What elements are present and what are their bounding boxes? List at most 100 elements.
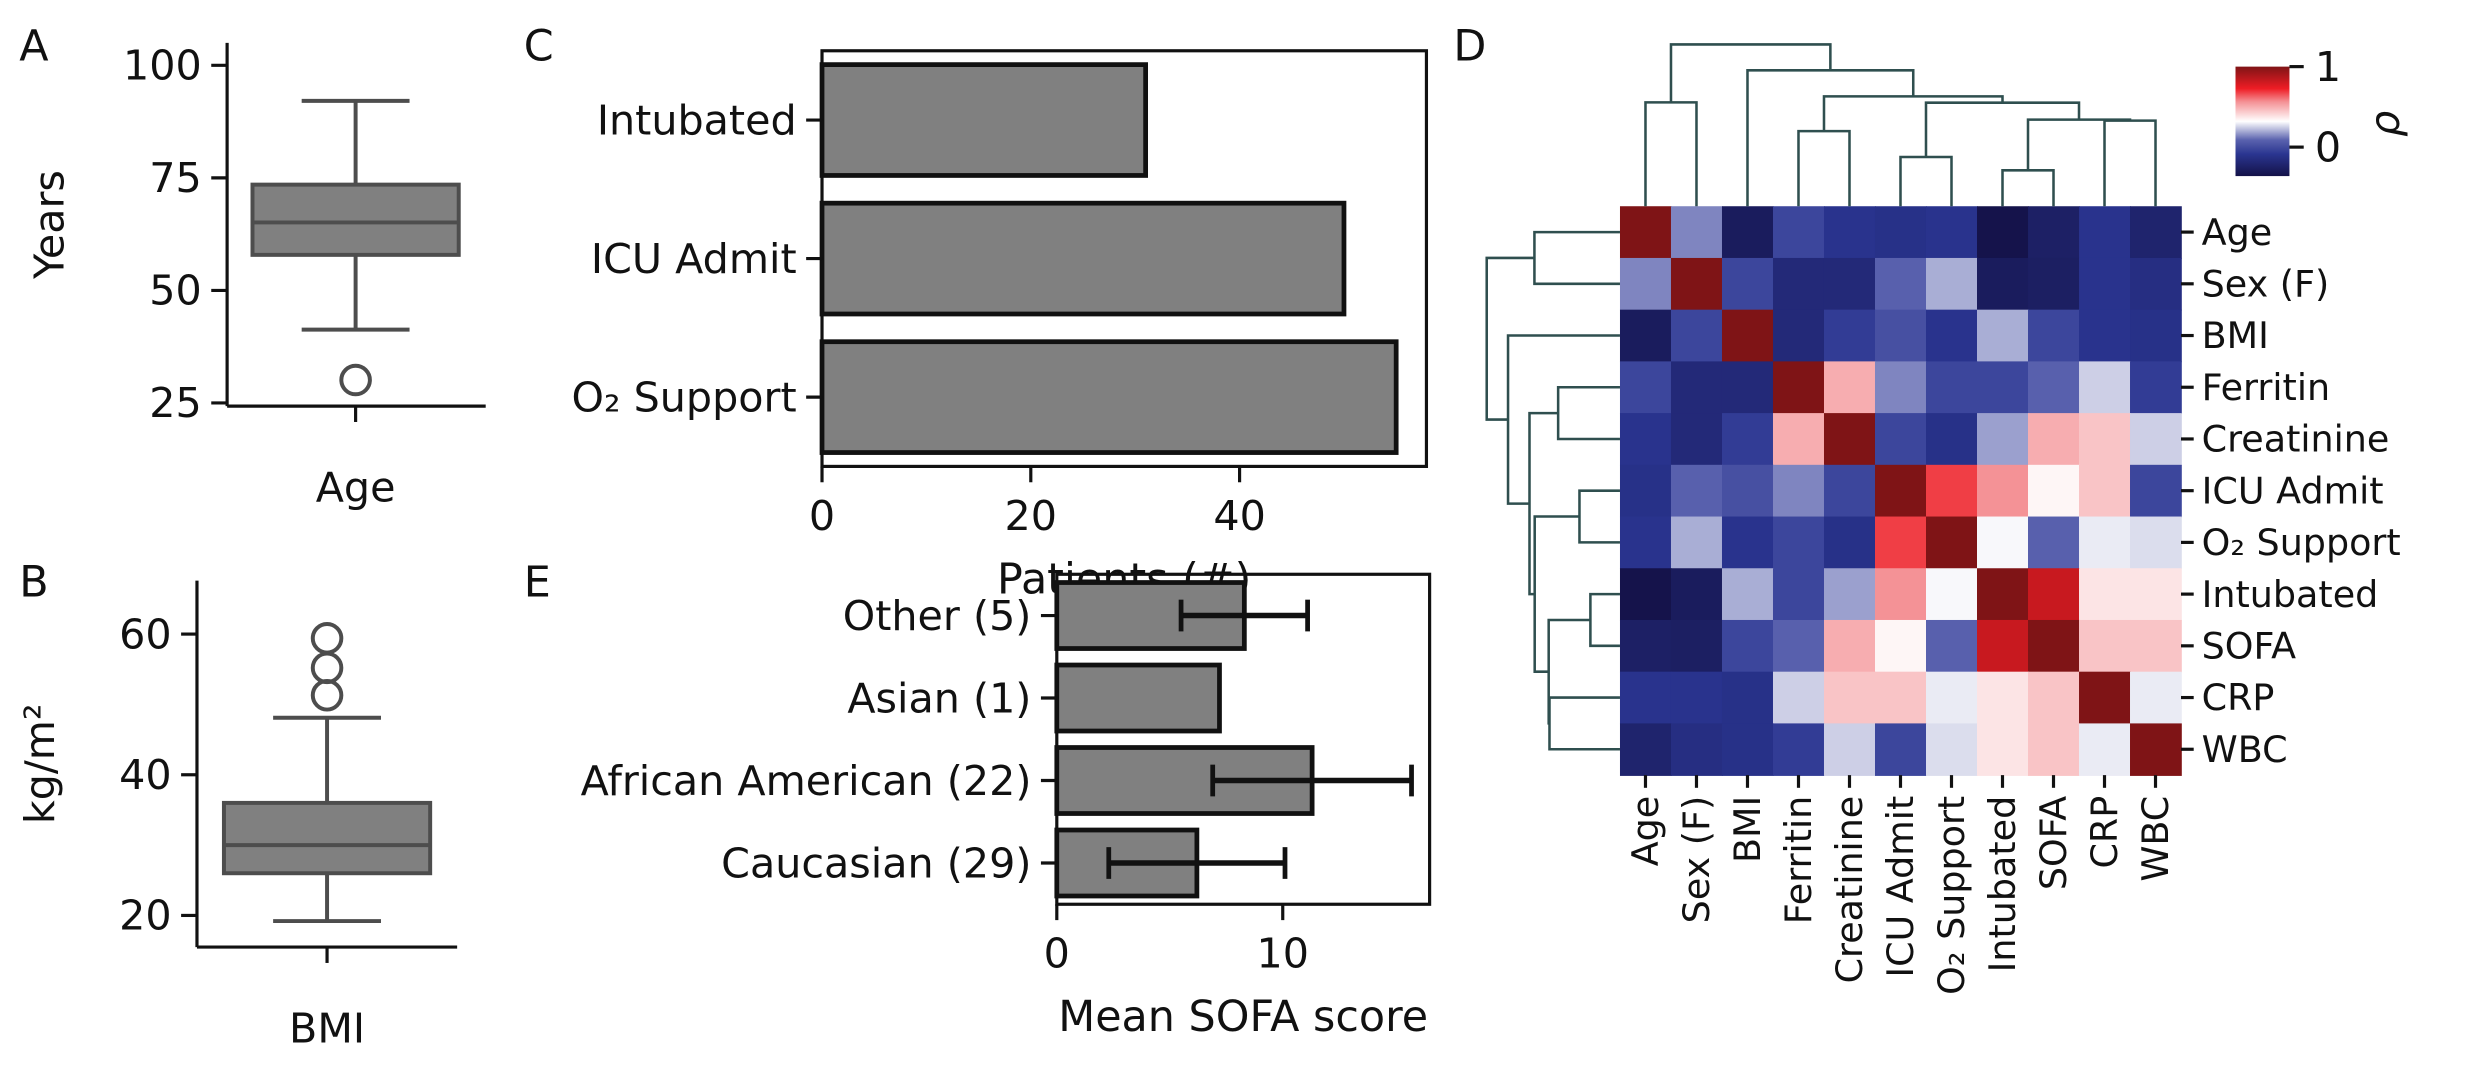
y-axis-label: Years	[26, 170, 74, 280]
heatmap-cell	[1772, 568, 1825, 621]
heatmap-cell	[1721, 206, 1774, 259]
y-tick-label: 60	[119, 610, 171, 658]
x-tick-label: 0	[809, 492, 835, 540]
heatmap-cell	[1925, 516, 1978, 570]
y-tick-label: Caucasian (29)	[721, 839, 1031, 887]
row-label: CRP	[2202, 676, 2275, 719]
heatmap-cell	[1721, 464, 1774, 518]
heatmap-cell	[1925, 257, 1978, 311]
y-tick-label: 25	[149, 379, 201, 427]
column-dendrogram-link	[1644, 101, 1698, 207]
heatmap-cell	[1619, 619, 1672, 673]
row-label: SOFA	[2202, 625, 2296, 668]
x-tick-label: 20	[1005, 492, 1057, 540]
heatmap-cell	[1772, 723, 1825, 776]
panel-label-d: D	[1453, 21, 1486, 71]
row-dendrogram-link	[1533, 230, 1620, 286]
panel-b-bmi-boxplot: 20 40 60 BMI kg/m²	[16, 580, 458, 1052]
heatmap-cell	[1772, 413, 1825, 466]
column-label: SOFA	[2032, 796, 2075, 890]
heatmap-cell	[1619, 413, 1672, 466]
row-label: Ferritin	[2202, 366, 2330, 409]
y-tick-label: 75	[149, 154, 201, 202]
heatmap-cell	[1619, 723, 1672, 776]
iqr-box	[250, 182, 461, 257]
column-label: Ferritin	[1777, 796, 1820, 924]
heatmap-cell	[2130, 619, 2182, 673]
y-axis-label: kg/m²	[16, 704, 64, 825]
heatmap-cell	[2079, 516, 2131, 570]
heatmap-cell	[2028, 413, 2080, 466]
heatmap-cell	[2130, 413, 2182, 466]
heatmap-cell	[1721, 723, 1774, 776]
heatmap-cell	[1670, 723, 1723, 776]
row-dendrogram-link	[1485, 256, 1535, 421]
x-tick-label: 0	[1044, 930, 1070, 978]
heatmap-cell	[1925, 619, 1978, 673]
axes-frame	[1055, 572, 1432, 906]
colorbar-tick-label: 0	[2315, 123, 2341, 171]
x-tick-label: Age	[316, 463, 396, 511]
heatmap-cell	[1619, 309, 1672, 363]
heatmap-cell	[2130, 671, 2182, 725]
heatmap-cell	[1772, 464, 1825, 518]
heatmap-cell	[2130, 257, 2182, 311]
heatmap-cell	[1823, 413, 1876, 466]
heatmap-cell	[1977, 206, 2029, 259]
heatmap-cell	[1670, 464, 1723, 518]
heatmap-cell	[1874, 413, 1927, 466]
column-dendrogram-link	[1797, 129, 1851, 207]
heatmap-cell	[1925, 568, 1978, 621]
heatmap-cell	[2028, 309, 2080, 363]
row-label: Age	[2202, 211, 2273, 254]
column-label: Intubated	[1981, 796, 2024, 973]
panel-label-e: E	[524, 557, 551, 607]
heatmap-cell	[1977, 568, 2029, 621]
column-label: BMI	[1726, 796, 1769, 863]
column-dendrogram-link	[1746, 69, 1915, 207]
x-tick-label: 40	[1213, 492, 1265, 540]
heatmap-cell	[1670, 516, 1723, 570]
heatmap-cell	[1823, 568, 1876, 621]
panel-label-a: A	[19, 21, 48, 71]
row-label: BMI	[2202, 314, 2269, 357]
heatmap-cell	[1721, 413, 1774, 466]
row-dendrogram-link	[1589, 592, 1620, 648]
column-dendrogram-link	[2103, 119, 2157, 207]
heatmap-cell	[2028, 206, 2080, 259]
row-label: Sex (F)	[2202, 263, 2330, 306]
heatmap-cell	[2028, 516, 2080, 570]
heatmap-cell	[2028, 671, 2080, 725]
heatmap-cell	[1772, 361, 1825, 414]
heatmap-cell	[1619, 464, 1672, 518]
heatmap-cell	[1823, 361, 1876, 414]
heatmap-cell	[1721, 361, 1774, 414]
heatmap-cell	[1772, 516, 1825, 570]
column-dendrogram-link	[2001, 169, 2055, 207]
heatmap-cell	[1874, 568, 1927, 621]
column-label: Sex (F)	[1675, 796, 1718, 924]
y-tick-label: 50	[149, 267, 201, 315]
column-label: O₂ Support	[1930, 796, 1973, 995]
row-dendrogram-link	[1578, 489, 1620, 544]
heatmap-cell	[1823, 257, 1876, 311]
row-dendrogram-link	[1506, 334, 1620, 505]
column-label: Creatinine	[1828, 796, 1871, 984]
heatmap-cell	[1772, 619, 1825, 673]
heatmap-cell	[1977, 413, 2029, 466]
heatmap-cell	[1619, 206, 1672, 259]
row-label: Creatinine	[2202, 418, 2390, 461]
heatmap-cell	[1670, 361, 1723, 414]
outlier-point	[310, 622, 344, 655]
heatmap-cell	[2079, 723, 2131, 776]
heatmap-cell	[1670, 257, 1723, 311]
heatmap-cell	[1823, 464, 1876, 518]
column-dendrogram-link	[1924, 101, 2081, 158]
iqr-box	[221, 800, 433, 876]
heatmap-cell	[1670, 671, 1723, 725]
heatmap-cell	[1925, 309, 1978, 363]
heatmap-cell	[1721, 568, 1774, 621]
heatmap-cell	[1721, 671, 1774, 725]
